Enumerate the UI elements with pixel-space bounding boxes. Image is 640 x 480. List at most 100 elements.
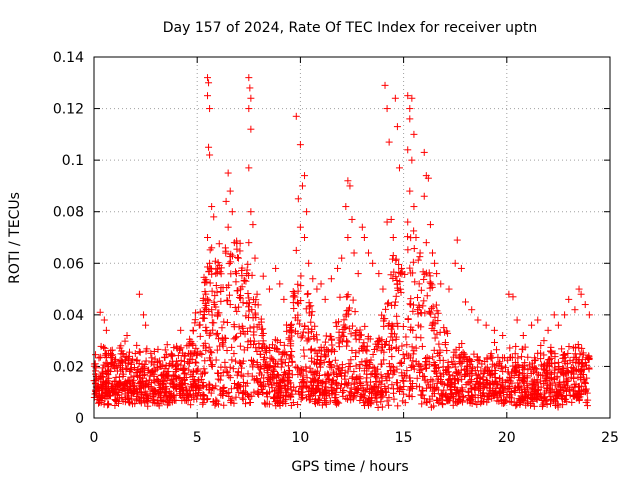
background-point bbox=[251, 300, 259, 308]
background-point bbox=[426, 309, 434, 317]
background-point bbox=[244, 303, 252, 311]
background-point bbox=[246, 399, 254, 407]
data-point bbox=[453, 236, 461, 244]
background-point bbox=[244, 260, 252, 268]
data-point bbox=[422, 239, 430, 247]
background-point bbox=[582, 398, 590, 406]
data-point bbox=[292, 112, 300, 120]
background-point bbox=[433, 396, 441, 404]
data-point bbox=[317, 280, 325, 288]
background-point bbox=[211, 401, 219, 409]
data-point bbox=[420, 192, 428, 200]
background-point bbox=[324, 347, 332, 355]
background-point bbox=[404, 246, 412, 254]
data-point bbox=[451, 259, 459, 267]
background-point bbox=[336, 293, 344, 301]
background-point bbox=[284, 362, 292, 370]
data-point bbox=[228, 208, 236, 216]
data-point bbox=[246, 84, 254, 92]
background-point bbox=[116, 344, 124, 352]
background-point bbox=[243, 266, 251, 274]
x-tick-label: 10 bbox=[291, 430, 309, 446]
background-point bbox=[353, 327, 361, 335]
background-point bbox=[230, 350, 238, 358]
data-point bbox=[358, 223, 366, 231]
data-point bbox=[544, 326, 552, 334]
background-point bbox=[351, 308, 359, 316]
background-point bbox=[300, 352, 308, 360]
background-point bbox=[235, 293, 243, 301]
background-point bbox=[304, 290, 312, 298]
background-point bbox=[292, 363, 300, 371]
background-point bbox=[407, 234, 415, 242]
background-point bbox=[223, 318, 231, 326]
background-point bbox=[259, 325, 267, 333]
data-point bbox=[206, 105, 214, 113]
data-point bbox=[259, 272, 267, 280]
background-point bbox=[233, 287, 241, 295]
data-point bbox=[301, 234, 309, 241]
background-point bbox=[422, 269, 430, 277]
background-point bbox=[347, 356, 355, 364]
background-point bbox=[212, 282, 220, 290]
data-point bbox=[410, 203, 418, 211]
data-point bbox=[210, 213, 218, 221]
background-point bbox=[236, 342, 244, 350]
background-point bbox=[311, 322, 319, 330]
background-point bbox=[240, 387, 248, 395]
background-point bbox=[456, 353, 464, 361]
background-point bbox=[307, 318, 315, 326]
data-point bbox=[393, 123, 401, 131]
x-axis-label: GPS time / hours bbox=[291, 459, 408, 475]
background-point bbox=[161, 354, 169, 362]
background-point bbox=[440, 324, 448, 332]
data-point bbox=[208, 203, 216, 211]
background-point bbox=[196, 332, 204, 340]
background-point bbox=[437, 375, 445, 383]
background-point bbox=[548, 349, 556, 357]
data-point bbox=[445, 285, 453, 293]
background-point bbox=[378, 403, 386, 411]
background-point bbox=[104, 400, 112, 408]
data-point bbox=[383, 105, 391, 113]
data-point bbox=[245, 164, 253, 172]
background-point bbox=[287, 351, 295, 359]
background-point bbox=[506, 344, 514, 352]
data-point bbox=[135, 290, 143, 298]
background-point bbox=[378, 311, 386, 319]
background-point bbox=[232, 357, 240, 365]
background-point bbox=[477, 399, 485, 407]
background-point bbox=[512, 342, 520, 350]
background-point bbox=[410, 227, 418, 235]
background-point bbox=[453, 368, 461, 376]
data-point bbox=[309, 275, 317, 283]
y-tick-label: 0.02 bbox=[53, 359, 84, 375]
data-point bbox=[251, 254, 259, 262]
data-point bbox=[303, 208, 311, 216]
background-point bbox=[390, 389, 398, 397]
background-point bbox=[404, 233, 412, 241]
background-point bbox=[352, 353, 360, 361]
background-point bbox=[239, 395, 247, 403]
background-point bbox=[576, 350, 584, 358]
background-point bbox=[362, 346, 370, 354]
background-point bbox=[279, 349, 287, 357]
background-point bbox=[491, 338, 499, 346]
background-point bbox=[538, 402, 546, 410]
background-point bbox=[217, 391, 225, 399]
background-point bbox=[259, 388, 267, 396]
data-point bbox=[204, 295, 212, 303]
data-point bbox=[406, 115, 414, 123]
background-point bbox=[136, 348, 144, 356]
background-point bbox=[403, 341, 411, 349]
background-point bbox=[423, 384, 431, 392]
background-point bbox=[302, 382, 310, 390]
background-point bbox=[506, 398, 514, 406]
background-point bbox=[396, 269, 404, 277]
background-point bbox=[401, 399, 409, 407]
background-point bbox=[350, 380, 358, 388]
background-point bbox=[121, 381, 129, 389]
data-point bbox=[272, 264, 280, 272]
